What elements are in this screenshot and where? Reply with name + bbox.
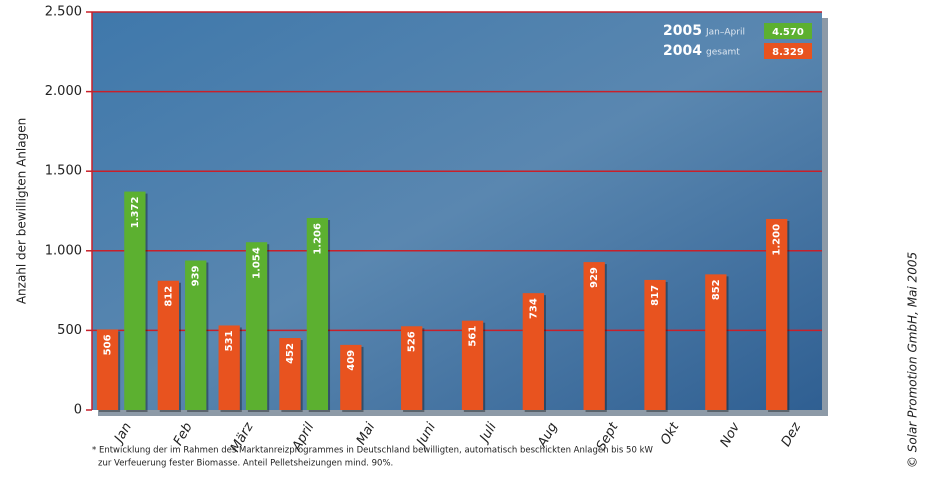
value-label: 1.200 [772, 224, 783, 256]
y-tick-label: 2.000 [45, 84, 82, 99]
value-label: 852 [711, 279, 722, 300]
chart: Anzahl der bewilligten Anlagen * Entwick… [0, 0, 938, 497]
legend-period: Jan–April [705, 28, 745, 38]
x-tick-label: Jan [110, 420, 135, 447]
value-label: 452 [285, 343, 296, 364]
legend-name: 2004 [663, 43, 702, 59]
y-tick-label: 0 [74, 403, 82, 418]
value-label: 409 [346, 350, 357, 371]
value-label: 1.206 [312, 223, 323, 255]
legend-total: 8.329 [772, 47, 804, 58]
legend-period: gesamt [706, 48, 740, 58]
y-tick-label: 1.000 [45, 243, 82, 258]
value-label: 1.372 [130, 197, 141, 229]
value-label: 561 [468, 326, 479, 347]
value-label: 817 [650, 285, 661, 306]
legend-name: 2005 [663, 23, 702, 39]
value-label: 531 [224, 330, 235, 351]
value-label: 929 [589, 267, 600, 288]
value-label: 734 [528, 298, 539, 319]
value-label: 812 [163, 286, 174, 307]
footnote: * Entwicklung der im Rahmen des Marktanr… [92, 446, 653, 456]
credit: © Solar Promotion GmbH, Mai 2005 [906, 252, 920, 468]
value-label: 939 [191, 265, 202, 286]
footnote: zur Verfeuerung fester Biomasse. Anteil … [98, 459, 393, 469]
legend-total: 4.570 [772, 27, 804, 38]
x-tick-label: Nov [718, 420, 744, 450]
y-tick-label: 1.500 [45, 164, 82, 179]
value-label: 526 [407, 331, 418, 352]
value-label: 506 [103, 334, 114, 355]
x-tick-label: Okt [658, 419, 683, 447]
y-tick-label: 2.500 [45, 5, 82, 20]
x-tick-label: Dez [779, 419, 805, 449]
value-label: 1.054 [252, 247, 263, 279]
x-tick-label: Juli [476, 420, 500, 447]
y-axis-label: Anzahl der bewilligten Anlagen [15, 118, 29, 304]
y-tick-label: 500 [57, 323, 82, 338]
x-tick-label: Feb [171, 420, 196, 448]
x-tick-label: Mai [354, 420, 379, 448]
